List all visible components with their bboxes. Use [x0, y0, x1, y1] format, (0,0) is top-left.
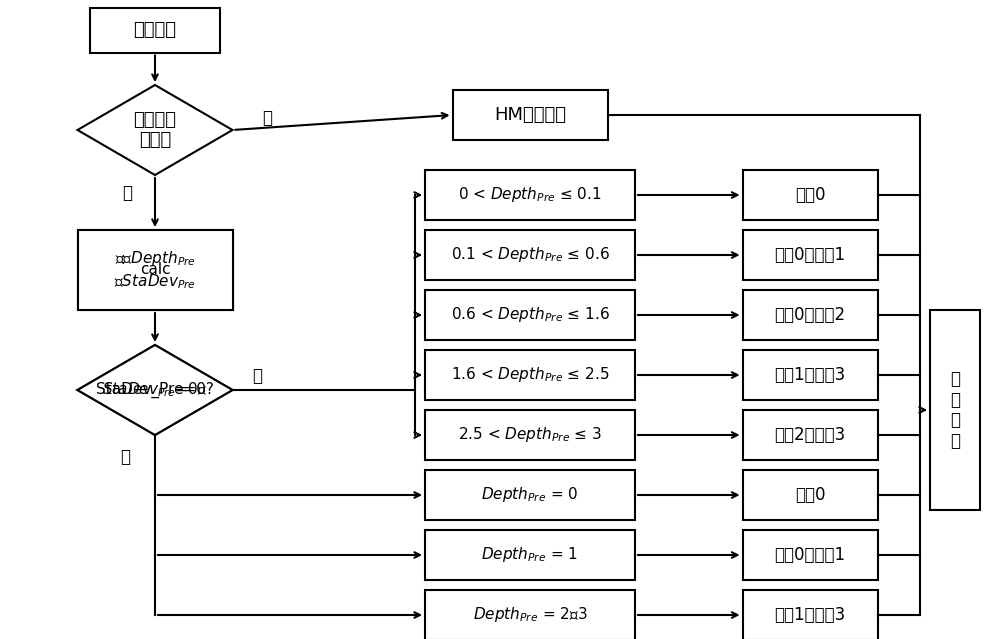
Text: 1.6 < $Depth_{Pre}$ ≤ 2.5: 1.6 < $Depth_{Pre}$ ≤ 2.5	[451, 366, 609, 385]
Text: 深度0: 深度0	[795, 186, 825, 204]
FancyBboxPatch shape	[425, 530, 635, 580]
FancyBboxPatch shape	[425, 170, 635, 220]
Text: $Depth_{Pre}$ = 1: $Depth_{Pre}$ = 1	[481, 546, 579, 564]
Text: 是: 是	[122, 184, 132, 202]
FancyBboxPatch shape	[78, 230, 232, 310]
Text: $StaDev_{Pre}$=0？: $StaDev_{Pre}$=0？	[102, 381, 208, 399]
FancyBboxPatch shape	[425, 590, 635, 639]
Text: 深度0至深度2: 深度0至深度2	[774, 306, 846, 324]
Polygon shape	[78, 345, 232, 435]
FancyBboxPatch shape	[78, 230, 232, 310]
FancyBboxPatch shape	[425, 470, 635, 520]
Text: 2.5 < $Depth_{Pre}$ ≤ 3: 2.5 < $Depth_{Pre}$ ≤ 3	[458, 426, 602, 445]
Text: $Depth_{Pre}$ = 2、3: $Depth_{Pre}$ = 2、3	[473, 606, 587, 624]
Text: 深度1至深度3: 深度1至深度3	[774, 366, 846, 384]
FancyBboxPatch shape	[742, 590, 878, 639]
FancyBboxPatch shape	[425, 350, 635, 400]
FancyBboxPatch shape	[742, 350, 878, 400]
FancyBboxPatch shape	[742, 230, 878, 280]
FancyBboxPatch shape	[90, 8, 220, 52]
Text: 与$StaDev_{Pre}$: 与$StaDev_{Pre}$	[114, 273, 196, 291]
Text: 深度0与深度1: 深度0与深度1	[774, 246, 846, 264]
FancyBboxPatch shape	[930, 310, 980, 510]
FancyBboxPatch shape	[425, 290, 635, 340]
Text: 计算$Depth_{Pre}$: 计算$Depth_{Pre}$	[115, 249, 195, 268]
FancyBboxPatch shape	[742, 410, 878, 460]
FancyBboxPatch shape	[742, 170, 878, 220]
Text: 是: 是	[120, 448, 130, 466]
Polygon shape	[78, 85, 232, 175]
FancyBboxPatch shape	[742, 290, 878, 340]
Text: 否: 否	[262, 109, 272, 127]
Text: calc: calc	[140, 263, 170, 277]
Text: HM标准方法: HM标准方法	[494, 106, 566, 124]
FancyBboxPatch shape	[425, 410, 635, 460]
Text: 算
法
结
束: 算 法 结 束	[950, 370, 960, 450]
Polygon shape	[78, 345, 232, 435]
Text: 否: 否	[252, 367, 262, 385]
Text: $Depth_{Pre}$ = 0: $Depth_{Pre}$ = 0	[481, 486, 579, 505]
FancyBboxPatch shape	[742, 470, 878, 520]
Text: 算法开始: 算法开始	[134, 21, 176, 39]
Text: 深度1至深度3: 深度1至深度3	[774, 606, 846, 624]
Text: 0 < $Depth_{Pre}$ ≤ 0.1: 0 < $Depth_{Pre}$ ≤ 0.1	[458, 185, 602, 204]
Text: 深度2至深度3: 深度2至深度3	[774, 426, 846, 444]
Text: 相邻块全
存在？: 相邻块全 存在？	[134, 111, 176, 150]
Text: 0.6 < $Depth_{Pre}$ ≤ 1.6: 0.6 < $Depth_{Pre}$ ≤ 1.6	[451, 305, 609, 325]
FancyBboxPatch shape	[452, 90, 608, 140]
Text: StaDev_Pre=0?: StaDev_Pre=0?	[96, 382, 214, 398]
Text: 深度0: 深度0	[795, 486, 825, 504]
FancyBboxPatch shape	[742, 530, 878, 580]
Text: 0.1 < $Depth_{Pre}$ ≤ 0.6: 0.1 < $Depth_{Pre}$ ≤ 0.6	[451, 245, 609, 265]
Text: 深度0与深度1: 深度0与深度1	[774, 546, 846, 564]
FancyBboxPatch shape	[425, 230, 635, 280]
